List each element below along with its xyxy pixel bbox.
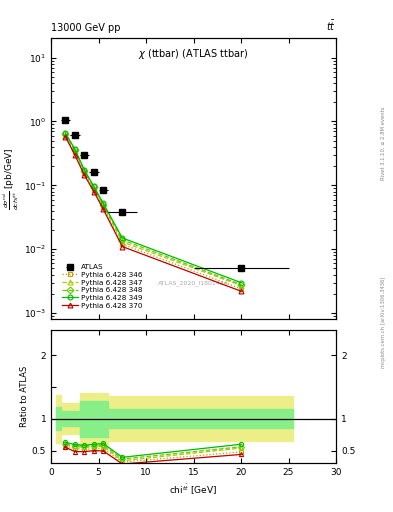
Pythia 6.428 349: [120, 235, 125, 241]
Pythia 6.428 346: [72, 149, 77, 155]
Pythia 6.428 347: [239, 283, 243, 289]
Pythia 6.428 347: [63, 132, 68, 138]
Y-axis label: Ratio to ATLAS: Ratio to ATLAS: [20, 366, 29, 427]
Line: Pythia 6.428 349: Pythia 6.428 349: [63, 131, 244, 285]
Pythia 6.428 346: [92, 187, 96, 193]
Pythia 6.428 348: [72, 147, 77, 153]
Line: Pythia 6.428 347: Pythia 6.428 347: [63, 132, 244, 288]
Text: $\chi$ (ttbar) (ATLAS ttbar): $\chi$ (ttbar) (ATLAS ttbar): [138, 47, 249, 61]
Pythia 6.428 370: [72, 152, 77, 158]
Y-axis label: $\frac{d\sigma^{nd}}{dchi^{t\bar{t}}}$ [pb/GeV]: $\frac{d\sigma^{nd}}{dchi^{t\bar{t}}}$ […: [2, 147, 21, 210]
Line: Pythia 6.428 348: Pythia 6.428 348: [63, 132, 244, 287]
Pythia 6.428 370: [101, 206, 106, 212]
Pythia 6.428 348: [120, 237, 125, 243]
Pythia 6.428 349: [101, 200, 106, 206]
Pythia 6.428 348: [101, 202, 106, 208]
Pythia 6.428 348: [63, 131, 68, 137]
Pythia 6.428 347: [82, 168, 87, 175]
Line: Pythia 6.428 346: Pythia 6.428 346: [63, 133, 244, 291]
Pythia 6.428 347: [120, 239, 125, 245]
Pythia 6.428 349: [82, 167, 87, 173]
Pythia 6.428 347: [101, 203, 106, 209]
Pythia 6.428 370: [92, 188, 96, 195]
Pythia 6.428 348: [239, 282, 243, 288]
X-axis label: chi$^{t\bar{t}}$ [GeV]: chi$^{t\bar{t}}$ [GeV]: [169, 483, 218, 497]
Text: Rivet 3.1.10, ≥ 2.8M events: Rivet 3.1.10, ≥ 2.8M events: [381, 106, 386, 180]
Text: $t\bar{t}$: $t\bar{t}$: [326, 19, 336, 33]
Pythia 6.428 349: [72, 146, 77, 152]
Pythia 6.428 370: [82, 172, 87, 178]
Text: ATLAS_2020_I1801434: ATLAS_2020_I1801434: [158, 280, 229, 286]
Pythia 6.428 346: [82, 170, 87, 176]
Pythia 6.428 346: [120, 241, 125, 247]
Pythia 6.428 346: [239, 286, 243, 292]
Legend: ATLAS, Pythia 6.428 346, Pythia 6.428 347, Pythia 6.428 348, Pythia 6.428 349, P: ATLAS, Pythia 6.428 346, Pythia 6.428 34…: [61, 263, 143, 310]
Pythia 6.428 349: [63, 130, 68, 136]
Pythia 6.428 348: [82, 167, 87, 174]
Pythia 6.428 347: [72, 147, 77, 154]
Pythia 6.428 348: [92, 184, 96, 190]
Line: Pythia 6.428 370: Pythia 6.428 370: [63, 134, 244, 293]
Text: mcplots.cern.ch [arXiv:1306.3436]: mcplots.cern.ch [arXiv:1306.3436]: [381, 277, 386, 368]
Pythia 6.428 349: [92, 183, 96, 189]
Pythia 6.428 370: [239, 288, 243, 294]
Pythia 6.428 370: [63, 134, 68, 140]
Pythia 6.428 349: [239, 280, 243, 286]
Pythia 6.428 346: [63, 133, 68, 139]
Pythia 6.428 346: [101, 204, 106, 210]
Pythia 6.428 347: [92, 185, 96, 191]
Text: 13000 GeV pp: 13000 GeV pp: [51, 23, 121, 33]
Pythia 6.428 370: [120, 244, 125, 250]
